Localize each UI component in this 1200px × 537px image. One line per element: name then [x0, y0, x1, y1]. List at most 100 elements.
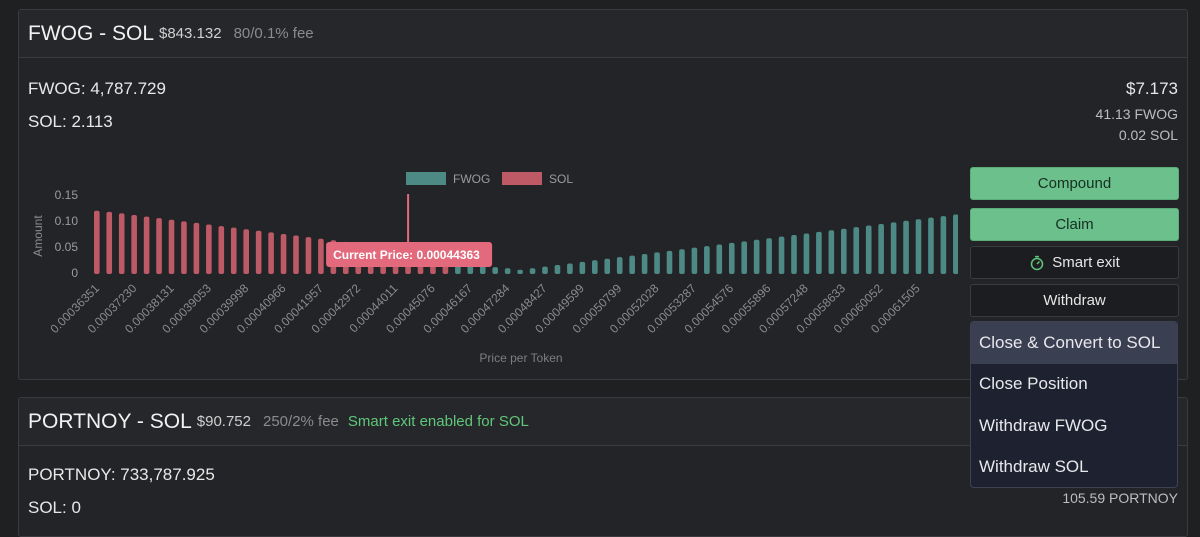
chart-bar [691, 247, 698, 274]
balance-token-a: FWOG: 4,787.729 [28, 79, 166, 98]
chart-bar [492, 267, 498, 274]
fees-value: $7.173 [1126, 79, 1178, 98]
fees-token-a: 105.59 PORTNOY [1062, 490, 1178, 506]
chart-bar [915, 219, 922, 274]
y-tick-label: 0.10 [55, 214, 79, 228]
smart-exit-status: Smart exit enabled for SOL [347, 413, 529, 430]
chart-bar [255, 230, 262, 274]
menu-item-close-position[interactable]: Close Position [979, 374, 1088, 394]
chart-legend[interactable]: FWOG SOL [406, 172, 573, 186]
current-price-label: Current Price: 0.00044363 [333, 248, 480, 262]
x-axis-label: Price per Token [479, 351, 562, 365]
pair-title: FWOG - SOL [28, 21, 154, 45]
chart-bar [243, 229, 249, 274]
chart-bar [318, 238, 324, 274]
chart-bar [206, 224, 212, 274]
chart-bar [131, 215, 137, 274]
chart-bar [728, 242, 735, 274]
compound-button[interactable]: Compound [970, 167, 1179, 200]
balance-token-b: SOL: 2.113 [28, 112, 113, 131]
chart-bar [554, 265, 561, 274]
fee-tier: 250/2% fee [263, 413, 339, 430]
chart-bar [118, 213, 125, 274]
chart-bar [928, 217, 934, 274]
fees-token-a: 41.13 FWOG [1095, 106, 1178, 122]
y-axis-label: Amount [31, 215, 45, 257]
current-price-box [326, 242, 493, 267]
chart-bars [94, 210, 958, 274]
chart-bar [268, 232, 274, 274]
chart-bar [579, 261, 586, 274]
position-header[interactable]: FWOG - SOL $843.132 80/0.1% fee [19, 10, 1187, 58]
menu-item-withdraw-token-a[interactable]: Withdraw FWOG [979, 415, 1108, 435]
chart-bar [529, 268, 536, 274]
balance-token-b: SOL: 0 [28, 498, 81, 517]
chart-bar [143, 216, 150, 274]
liquidity-chart: FWOG SOL Amount 0.15 0.10 0.05 0 0.00036… [31, 172, 958, 365]
smart-exit-button[interactable]: Smart exit [970, 246, 1179, 279]
chart-bar [616, 257, 623, 274]
chart-bar [604, 258, 611, 274]
fee-tier: 80/0.1% fee [233, 25, 314, 42]
chart-bar [741, 241, 747, 274]
menu-item-withdraw-token-b[interactable]: Withdraw SOL [979, 457, 1089, 477]
position-value: $843.132 [159, 25, 222, 42]
chart-bar [704, 246, 710, 274]
chart-bar [592, 260, 598, 274]
chart-bar [218, 226, 225, 274]
chart-bar [865, 225, 872, 274]
chart-bar [679, 249, 685, 274]
chart-bar [193, 222, 200, 274]
chart-bar [766, 238, 772, 274]
chart-bar [853, 227, 860, 274]
smart-exit-label: Smart exit [1052, 254, 1120, 271]
chart-bar [816, 231, 822, 274]
chart-bar [828, 230, 835, 274]
pair-title: PORTNOY - SOL [28, 409, 192, 433]
chart-bar [168, 219, 175, 274]
chart-bar [293, 235, 299, 274]
chart-bar [841, 228, 847, 274]
position-card-fwog: FWOG - SOL $843.132 80/0.1% fee FWOG: 4,… [18, 9, 1188, 380]
x-tick-labels: 0.000363510.000372300.000381310.00039053… [47, 281, 923, 336]
chart-bar [778, 236, 785, 274]
chart-bar [753, 239, 760, 274]
legend-swatch-sol [502, 172, 542, 185]
legend-label-fwog: FWOG [453, 172, 490, 186]
chart-bar [156, 218, 162, 274]
chart-bar [791, 235, 797, 274]
y-tick-label: 0.05 [55, 240, 79, 254]
chart-bar [305, 237, 312, 274]
menu-item-close-convert[interactable]: Close & Convert to SOL [971, 322, 1177, 364]
chart-bar [181, 221, 187, 274]
chart-bar [903, 220, 909, 274]
chart-bar [517, 269, 523, 274]
chart-bar [504, 268, 511, 274]
chart-bar [890, 222, 897, 274]
chart-bar [94, 210, 100, 274]
chart-bar [666, 250, 673, 274]
chart-bar [542, 266, 548, 274]
balance-token-a: PORTNOY: 733,787.925 [28, 465, 215, 484]
legend-swatch-fwog [406, 172, 446, 185]
chart-bar [803, 233, 810, 274]
claim-button[interactable]: Claim [970, 208, 1179, 241]
y-tick-label: 0 [71, 266, 78, 280]
chart-bar [280, 233, 287, 274]
chart-bar [878, 223, 884, 274]
chart-bar [953, 214, 958, 274]
chart-bar [567, 263, 573, 274]
withdraw-menu: Close & Convert to SOL Close Position Wi… [970, 321, 1178, 488]
chart-bar [106, 211, 113, 274]
chart-bar [641, 253, 648, 274]
chart-bar [629, 255, 635, 274]
chart-bar [654, 252, 660, 274]
chart-bar [230, 227, 237, 274]
chart-bar [940, 216, 947, 274]
timer-icon [1030, 255, 1044, 270]
position-value: $90.752 [196, 413, 251, 430]
fees-token-b: 0.02 SOL [1118, 127, 1178, 143]
current-price-tooltip: Current Price: 0.00044363 [326, 194, 493, 267]
withdraw-button[interactable]: Withdraw [970, 284, 1179, 317]
y-tick-label: 0.15 [55, 188, 79, 202]
